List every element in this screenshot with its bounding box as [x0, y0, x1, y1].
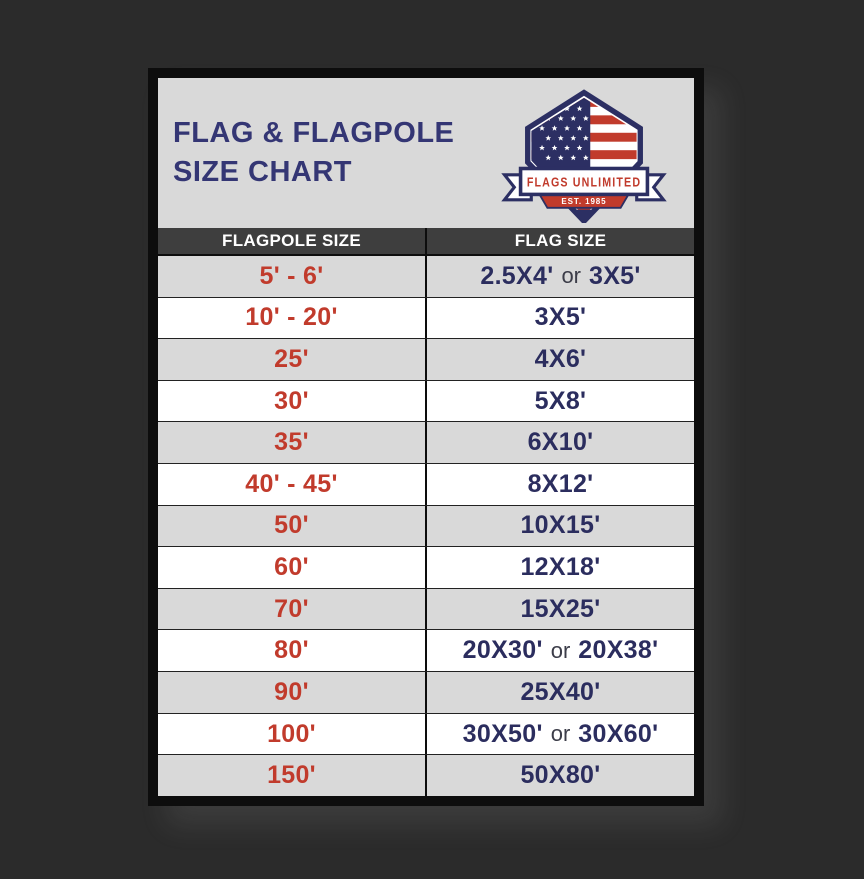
flags-unlimited-logo: FLAGS UNLIMITED EST. 1985: [484, 89, 684, 226]
flag-size-cell: 4X6': [427, 339, 694, 380]
title-line-2: SIZE CHART: [173, 156, 352, 188]
column-header-flag-size: FLAG SIZE: [514, 231, 607, 250]
flag-size-value: 2.5X4': [480, 261, 554, 290]
flag-size-value: 6X10': [527, 428, 594, 457]
flag-size-value: 15X25': [520, 594, 601, 623]
flagpole-size-cell: 30': [158, 380, 427, 422]
flagpole-size-cell: 70': [158, 588, 427, 630]
flag-size-cell: 20X30' or 20X38': [427, 630, 694, 671]
table-row: 60' 12X18': [158, 547, 694, 589]
table-row: 50' 10X15': [158, 505, 694, 548]
flag-size-value: 3X5': [534, 303, 587, 332]
or-word: or: [550, 721, 571, 746]
table-row: 5' - 6' 2.5X4' or 3X5': [158, 256, 694, 298]
flag-size-cell: 30X50' or 30X60': [427, 714, 694, 755]
flag-size-cell: 6X10': [427, 422, 694, 463]
flag-size-value: 5X8': [534, 386, 587, 415]
title-line-1: FLAG & FLAGPOLE: [173, 116, 455, 149]
flag-size-cell: 10X15': [427, 506, 694, 547]
table-body: 5' - 6' 2.5X4' or 3X5' 10' - 20' 3X5' 25' 4X6' 3…: [158, 256, 694, 796]
table-row: 150' 50X80': [158, 755, 694, 796]
table-row: 80' 20X30' or 20X38': [158, 630, 694, 673]
table-row: 25' 4X6': [158, 339, 694, 381]
flag-size-cell: 2.5X4' or 3X5': [427, 256, 694, 297]
flagpole-size-cell: 90': [158, 672, 427, 713]
or-word: or: [561, 263, 581, 289]
or-word: or: [550, 637, 571, 663]
table-row: 35' 6X10': [158, 422, 694, 465]
flag-size-cell: 12X18': [427, 547, 694, 588]
flag-size-value: 12X18': [520, 553, 601, 582]
flag-size-value: 30X50': [462, 719, 543, 748]
table-row: 10' - 20' 3X5': [158, 297, 694, 340]
logo-est-text: EST. 1985: [561, 197, 606, 206]
flagpole-size-cell: 25': [158, 339, 427, 380]
size-chart-card: FLAG & FLAGPOLE SIZE CHART: [148, 68, 704, 806]
flagpole-size-cell: 50': [158, 505, 427, 547]
flag-size-cell: 3X5': [427, 298, 694, 339]
flag-size-alt-value: 30X60': [578, 719, 659, 748]
flag-size-cell: 50X80': [427, 755, 694, 796]
table-row: 70' 15X25': [158, 588, 694, 631]
flag-size-cell: 8X12': [427, 464, 694, 505]
flagpole-size-cell: 80': [158, 630, 427, 672]
flag-badge-icon: FLAGS UNLIMITED EST. 1985: [501, 89, 667, 226]
flag-size-value: 50X80': [520, 761, 601, 790]
logo-name-text: FLAGS UNLIMITED: [527, 175, 641, 189]
table-row: 40' - 45' 8X12': [158, 464, 694, 506]
flag-size-alt-value: 3X5': [589, 261, 641, 290]
flagpole-size-cell: 100': [158, 713, 427, 755]
flagpole-size-cell: 35': [158, 422, 427, 464]
page-title: FLAG & FLAGPOLE SIZE CHART: [173, 114, 454, 192]
table-row: 90' 25X40': [158, 672, 694, 714]
flag-size-value: 25X40': [520, 677, 601, 706]
flag-size-alt-value: 20X38': [578, 636, 659, 665]
flagpole-size-cell: 10' - 20': [158, 297, 427, 339]
flag-size-value: 8X12': [527, 469, 594, 498]
flagpole-size-cell: 150': [158, 755, 427, 796]
column-header-flagpole-size: FLAGPOLE SIZE: [158, 228, 427, 254]
table-row: 100' 30X50' or 30X60': [158, 713, 694, 756]
table-header-row: FLAGPOLE SIZE FLAG SIZE: [158, 228, 694, 256]
flag-size-cell: 5X8': [427, 381, 694, 422]
flag-size-cell: 25X40': [427, 672, 694, 713]
flag-size-value: 20X30': [462, 636, 543, 665]
table-row: 30' 5X8': [158, 380, 694, 423]
chart-header: FLAG & FLAGPOLE SIZE CHART: [158, 78, 694, 228]
flag-size-cell: 15X25': [427, 589, 694, 630]
flag-size-value: 10X15': [520, 511, 601, 540]
flagpole-size-cell: 5' - 6': [158, 256, 427, 297]
flagpole-size-cell: 60': [158, 547, 427, 588]
flag-size-value: 4X6': [534, 345, 587, 374]
flagpole-size-cell: 40' - 45': [158, 464, 427, 505]
